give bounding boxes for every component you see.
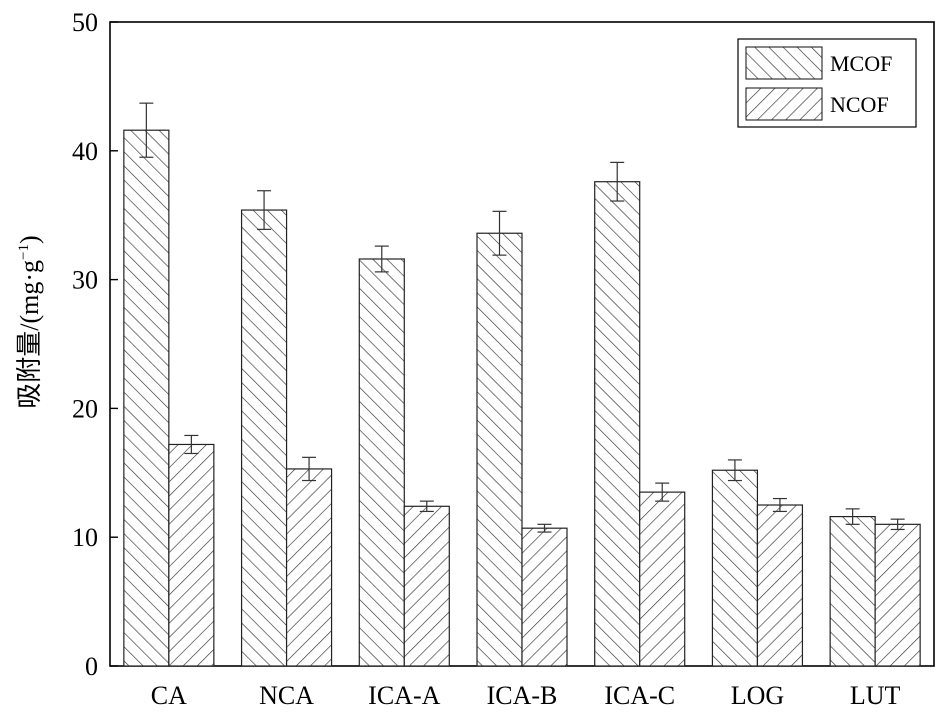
y-tick-label-10: 10 [72, 523, 98, 552]
bar-NCOF-CA [168, 443, 215, 667]
y-axis-label-main: 吸附量/(mg·g [15, 260, 44, 409]
bar-MCOF-ICA-B [476, 232, 523, 667]
bar-NCOF-ICA-A [403, 505, 450, 667]
bar-NCOF-ICA-C [639, 491, 686, 667]
legend-label-NCOF: NCOF [830, 92, 889, 117]
bar-MCOF-LOG [711, 469, 759, 667]
bar-NCOF-LOG [756, 504, 804, 667]
y-axis-label: 吸附量/(mg·g−1) [15, 235, 44, 408]
x-tick-label-NCA: NCA [259, 681, 314, 710]
legend-label-MCOF: MCOF [830, 51, 892, 76]
y-tick-label-0: 0 [85, 652, 98, 681]
x-tick-label-LOG: LOG [731, 681, 784, 710]
x-tick-label-ICA-B: ICA-B [487, 681, 558, 710]
x-tick-label-ICA-A: ICA-A [368, 681, 440, 710]
x-tick-label-ICA-C: ICA-C [604, 681, 675, 710]
y-tick-label-30: 30 [72, 266, 98, 295]
legend-swatch-NCOF [745, 87, 823, 121]
plot-area: 0 10 20 30 40 50 CA NCA ICA-A ICA-B ICA-C LOG LUT MCO… [72, 8, 935, 710]
bar-NCOF-ICA-B [521, 527, 568, 667]
bar-MCOF-ICA-C [594, 181, 641, 667]
bar-NCOF-NCA [285, 468, 333, 667]
bar-MCOF-CA [123, 129, 170, 667]
x-tick-label-CA: CA [151, 681, 187, 710]
bar-MCOF-NCA [240, 209, 288, 667]
svg-text:吸附量/(mg·g−1): 吸附量/(mg·g−1) [15, 235, 44, 408]
y-tick-label-40: 40 [72, 137, 98, 166]
x-tick-label-LUT: LUT [850, 681, 901, 710]
y-tick-label-20: 20 [72, 394, 98, 423]
legend-swatch-MCOF [745, 46, 823, 80]
y-tick-label-50: 50 [72, 8, 98, 37]
bar-MCOF-ICA-A [358, 258, 405, 667]
bar-MCOF-LUT [829, 515, 876, 667]
y-axis-label-end: ) [15, 235, 44, 244]
bar-NCOF-LUT [874, 523, 921, 667]
y-axis-label-sup: −1 [16, 244, 32, 260]
